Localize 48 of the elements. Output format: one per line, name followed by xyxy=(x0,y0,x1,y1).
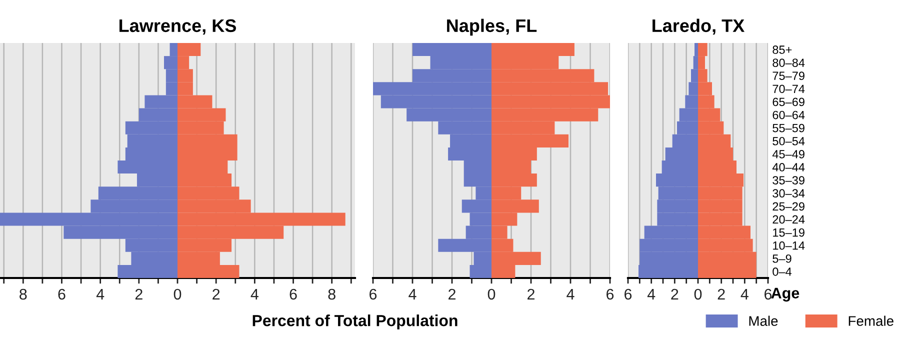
chart-title: Naples, FL xyxy=(447,18,537,36)
x-tick-label: 8 xyxy=(20,288,27,300)
y-tick-label: 30–34 xyxy=(772,189,805,198)
x-tick-label: 2 xyxy=(135,288,142,300)
y-tick-label: 80–84 xyxy=(772,58,805,67)
x-tick-label: 6 xyxy=(624,288,632,300)
y-tick-label: 50–54 xyxy=(772,136,805,146)
x-tick-label: 4 xyxy=(96,288,104,300)
y-tick-label: 65–69 xyxy=(772,98,804,106)
y-tick-label: 35–39 xyxy=(772,176,804,184)
x-tick-label: 2 xyxy=(718,288,725,300)
x-tick-label: 2 xyxy=(212,288,220,300)
y-tick-label: 15–19 xyxy=(773,228,804,237)
y-tick-label: 70–74 xyxy=(772,84,805,94)
y-tick-label: 60–64 xyxy=(772,110,805,120)
x-tick-label: 6 xyxy=(290,288,297,300)
x-tick-label: 6 xyxy=(58,288,66,300)
x-tick-label: 0 xyxy=(488,288,496,300)
y-tick-label: 10–14 xyxy=(773,241,805,250)
y-tick-label: 85+ xyxy=(772,46,792,54)
chart-title: Lawrence, KS xyxy=(120,19,236,35)
x-tick-label: 2 xyxy=(448,288,456,300)
y-tick-label: 45–49 xyxy=(772,150,804,158)
x-tick-label: 6 xyxy=(764,288,772,300)
legend-label: Female xyxy=(848,316,894,326)
y-tick-label: 5–9 xyxy=(772,254,792,263)
x-tick-label: 8 xyxy=(328,288,336,300)
y-tick-label: 75–79 xyxy=(772,72,804,80)
x-tick-label: 4 xyxy=(740,288,748,300)
y-tick-label: 0–4 xyxy=(772,268,792,276)
x-tick-label: 4 xyxy=(566,288,574,300)
x-tick-label: 4 xyxy=(408,288,416,300)
x-tick-label: 2 xyxy=(528,288,534,300)
x-tick-label: 6 xyxy=(606,288,614,300)
x-tick-label: 6 xyxy=(370,288,377,300)
x-tick-label: 2 xyxy=(671,288,678,300)
x-tick-label: 4 xyxy=(250,288,258,300)
x-axis-title: Percent of Total Population xyxy=(252,314,458,330)
x-tick-label: 4 xyxy=(647,288,656,300)
y-tick-label: 20–24 xyxy=(772,215,805,224)
chart-title: Laredo, TX xyxy=(652,18,744,35)
y-axis-title: Age xyxy=(771,288,800,302)
y-tick-label: 55–59 xyxy=(772,124,804,132)
y-tick-label: 25–29 xyxy=(772,202,804,211)
y-tick-label: 40–44 xyxy=(772,163,805,172)
x-tick-label: 0 xyxy=(174,288,182,300)
legend-label: Male xyxy=(749,316,778,326)
x-tick-label: 0 xyxy=(694,288,702,300)
